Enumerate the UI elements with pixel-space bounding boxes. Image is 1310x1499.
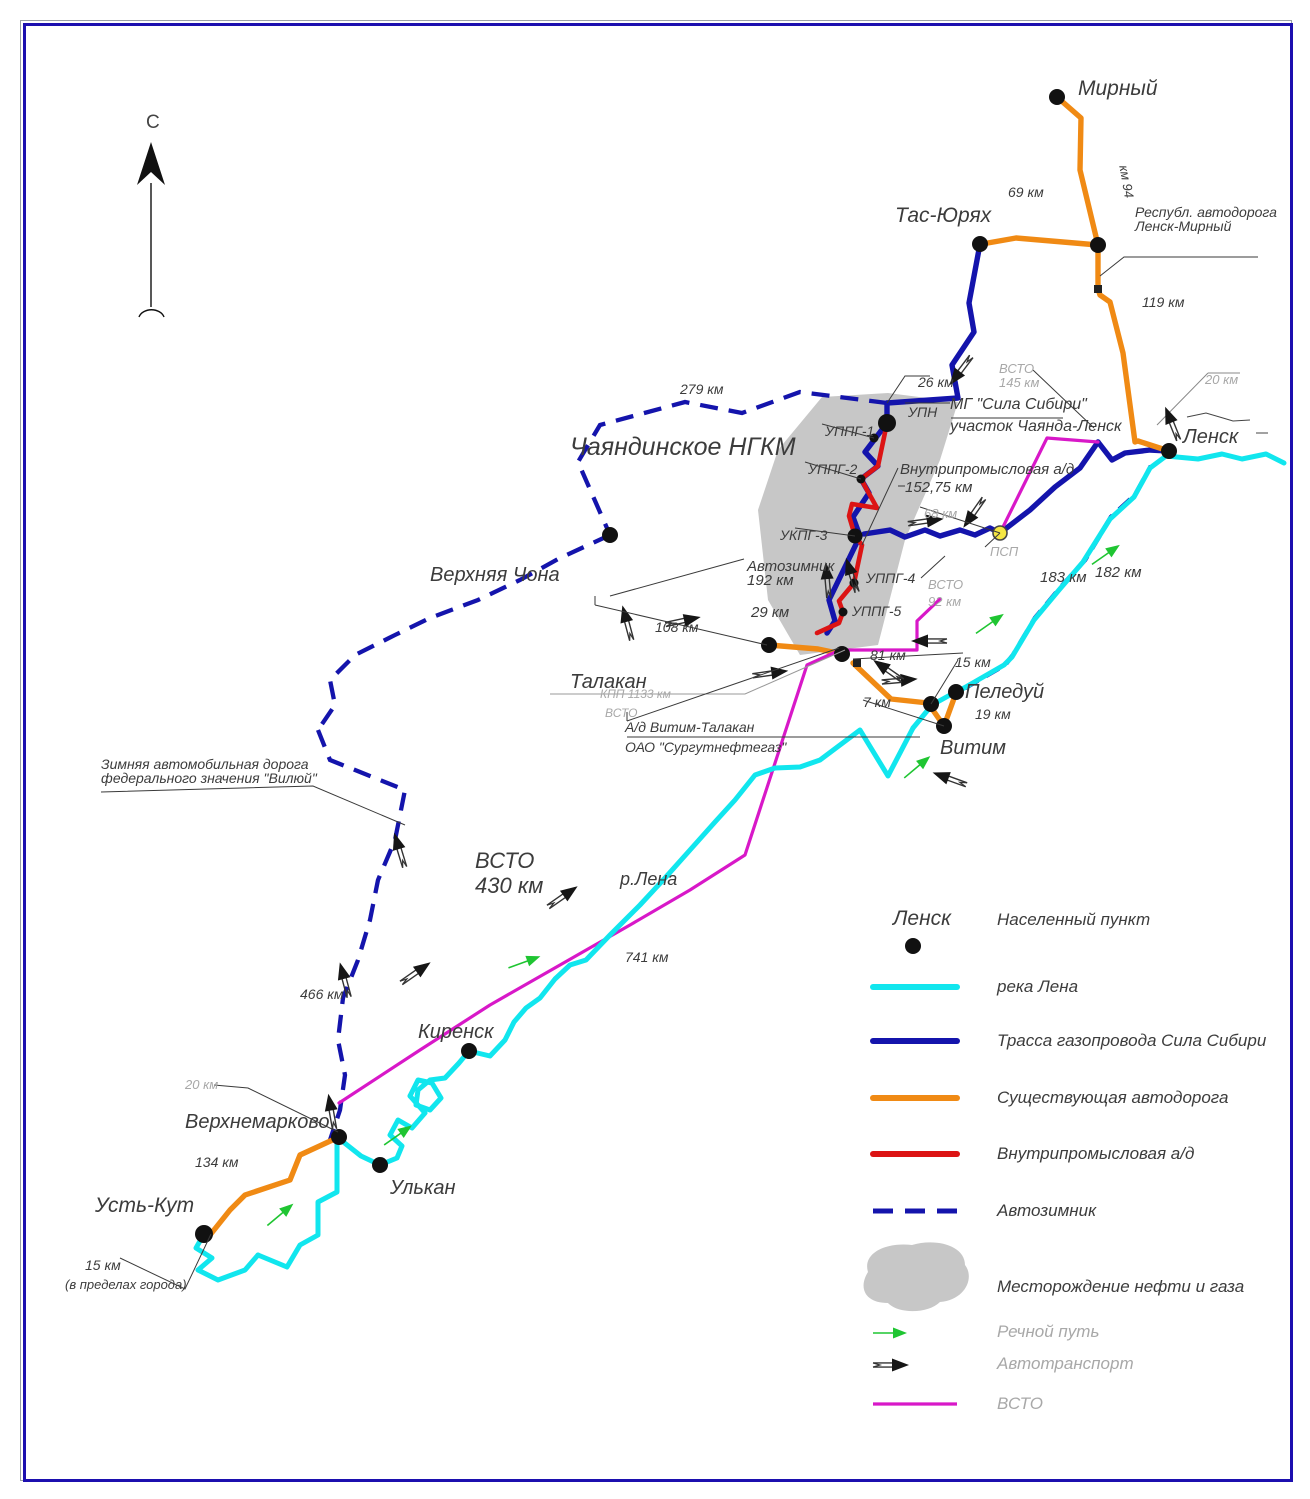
svg-text:C: C bbox=[146, 112, 160, 133]
